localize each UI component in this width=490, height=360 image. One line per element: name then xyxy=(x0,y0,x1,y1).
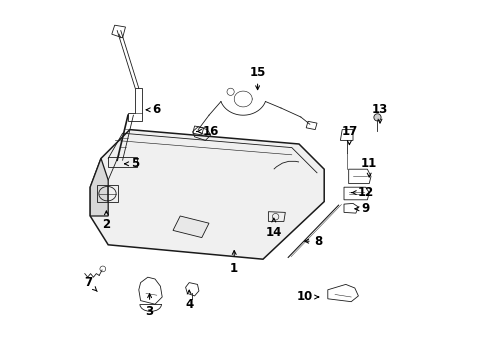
Polygon shape xyxy=(173,216,209,238)
Text: 17: 17 xyxy=(341,125,358,145)
Text: 6: 6 xyxy=(147,103,161,116)
Text: 12: 12 xyxy=(352,186,374,199)
Text: 2: 2 xyxy=(102,211,110,231)
Text: 1: 1 xyxy=(230,251,238,275)
Text: 13: 13 xyxy=(372,103,388,123)
Text: 7: 7 xyxy=(84,276,97,291)
Text: 5: 5 xyxy=(125,157,139,170)
Text: 3: 3 xyxy=(146,294,154,318)
Polygon shape xyxy=(90,130,324,259)
Text: 16: 16 xyxy=(197,125,219,138)
Text: 11: 11 xyxy=(361,157,377,177)
Text: 10: 10 xyxy=(296,291,318,303)
Text: 14: 14 xyxy=(266,218,282,239)
Text: 9: 9 xyxy=(355,202,370,215)
Text: 15: 15 xyxy=(249,66,266,90)
Text: 4: 4 xyxy=(185,290,194,311)
Polygon shape xyxy=(90,158,108,216)
Text: 8: 8 xyxy=(305,235,323,248)
Circle shape xyxy=(374,114,381,121)
